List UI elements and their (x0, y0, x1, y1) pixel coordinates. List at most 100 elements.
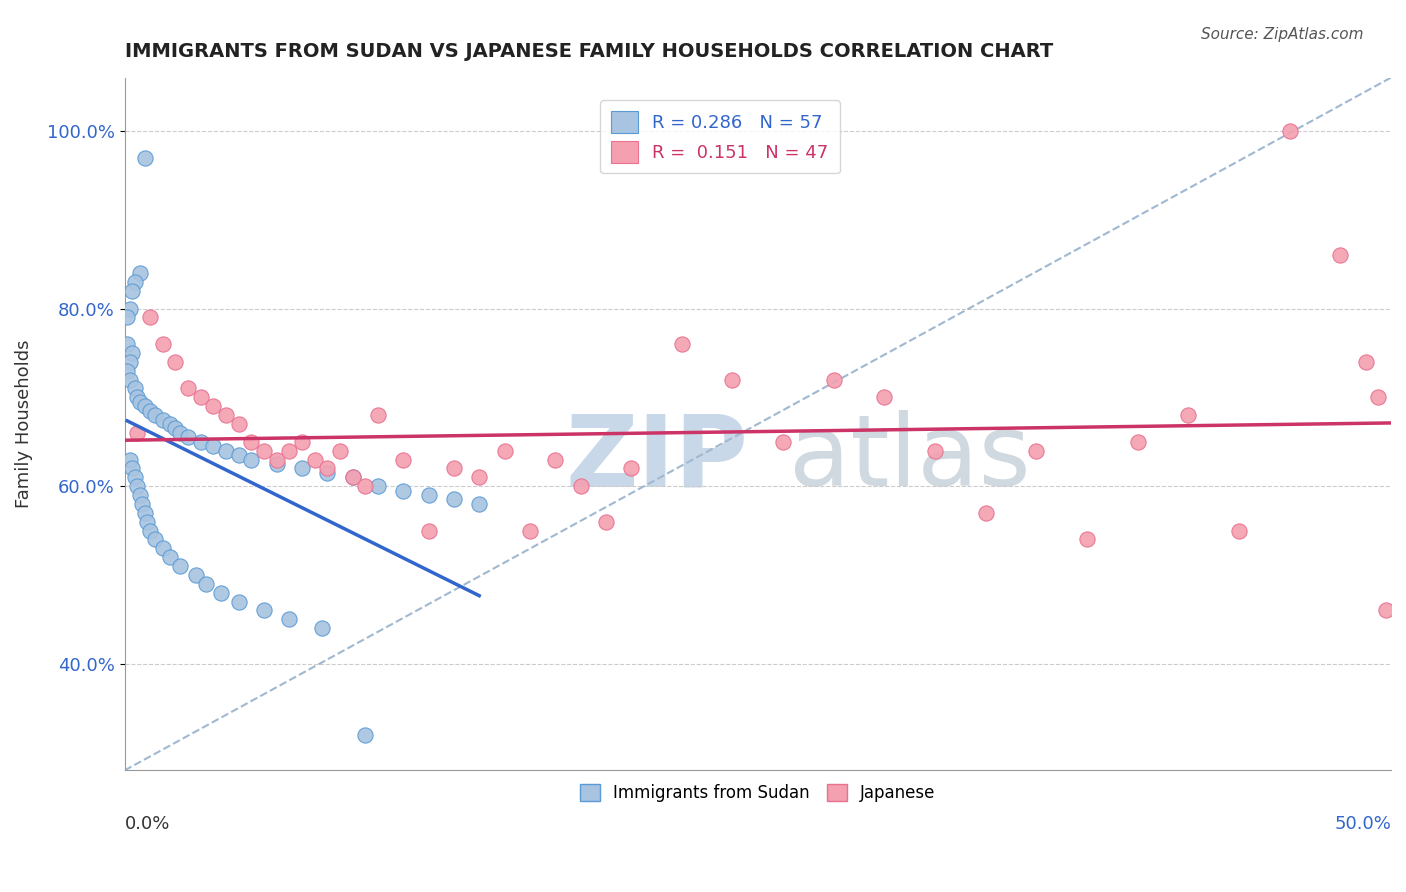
Y-axis label: Family Households: Family Households (15, 340, 32, 508)
Point (721, 373, 744, 387)
Point (169, 559, 191, 574)
Point (127, 390, 149, 404)
Point (1076, 533, 1098, 547)
Point (278, 612, 301, 626)
Point (342, 470, 364, 484)
Point (143, 408, 166, 422)
Point (121, 284, 143, 298)
Point (354, 479, 377, 493)
Point (304, 452, 326, 467)
Text: 50.0%: 50.0% (1334, 814, 1391, 833)
Point (215, 408, 238, 422)
Point (159, 417, 181, 431)
Point (190, 434, 212, 449)
Point (115, 310, 138, 325)
Text: IMMIGRANTS FROM SUDAN VS JAPANESE FAMILY HOUSEHOLDS CORRELATION CHART: IMMIGRANTS FROM SUDAN VS JAPANESE FAMILY… (125, 42, 1053, 61)
Point (873, 390, 896, 404)
Point (1278, 124, 1301, 138)
Point (121, 346, 143, 360)
Point (443, 461, 465, 475)
Point (354, 728, 377, 742)
Point (118, 452, 141, 467)
Point (253, 603, 276, 617)
Point (131, 497, 153, 511)
Point (392, 483, 415, 498)
Point (266, 452, 288, 467)
Point (118, 355, 141, 369)
Point (124, 275, 146, 289)
Point (124, 470, 146, 484)
Point (253, 443, 276, 458)
Point (418, 524, 440, 538)
Point (595, 515, 617, 529)
Point (121, 461, 143, 475)
Point (240, 434, 263, 449)
Point (468, 497, 491, 511)
Point (165, 421, 187, 435)
Point (316, 466, 339, 480)
Point (159, 550, 181, 565)
Point (1227, 524, 1250, 538)
Point (127, 425, 149, 440)
Point (143, 533, 166, 547)
Point (165, 355, 187, 369)
Point (115, 337, 138, 351)
Point (152, 337, 174, 351)
Point (215, 443, 238, 458)
Point (291, 461, 314, 475)
Point (139, 310, 162, 325)
Point (392, 452, 415, 467)
Point (1354, 355, 1376, 369)
Point (418, 488, 440, 502)
Legend: Immigrants from Sudan, Japanese: Immigrants from Sudan, Japanese (572, 776, 943, 811)
Point (128, 488, 150, 502)
Point (169, 425, 191, 440)
Point (342, 470, 364, 484)
Point (190, 390, 212, 404)
Point (823, 373, 845, 387)
Point (202, 439, 225, 453)
Point (924, 443, 946, 458)
Point (544, 452, 567, 467)
Point (139, 524, 162, 538)
Point (620, 461, 643, 475)
Point (228, 448, 250, 462)
Point (1025, 443, 1047, 458)
Point (202, 399, 225, 413)
Point (228, 417, 250, 431)
Point (228, 594, 250, 608)
Point (772, 434, 794, 449)
Point (136, 515, 159, 529)
Point (671, 337, 693, 351)
Point (1126, 434, 1149, 449)
Point (329, 443, 352, 458)
Point (443, 492, 465, 507)
Point (367, 479, 389, 493)
Point (184, 568, 207, 582)
Point (569, 479, 592, 493)
Point (139, 403, 162, 417)
Point (127, 479, 149, 493)
Point (316, 461, 339, 475)
Point (311, 621, 333, 635)
Point (468, 470, 491, 484)
Point (240, 452, 263, 467)
Point (134, 399, 156, 413)
Point (124, 381, 146, 395)
Point (1177, 408, 1199, 422)
Point (278, 443, 301, 458)
Text: Source: ZipAtlas.com: Source: ZipAtlas.com (1201, 27, 1364, 42)
Point (974, 506, 997, 520)
Point (118, 301, 141, 316)
Point (128, 266, 150, 280)
Point (115, 364, 138, 378)
Point (494, 443, 516, 458)
Point (152, 541, 174, 556)
Text: 0.0%: 0.0% (125, 814, 170, 833)
Point (266, 457, 288, 471)
Text: atlas: atlas (789, 410, 1031, 508)
Point (209, 586, 232, 600)
Point (177, 430, 200, 444)
Point (128, 394, 150, 409)
Point (519, 524, 541, 538)
